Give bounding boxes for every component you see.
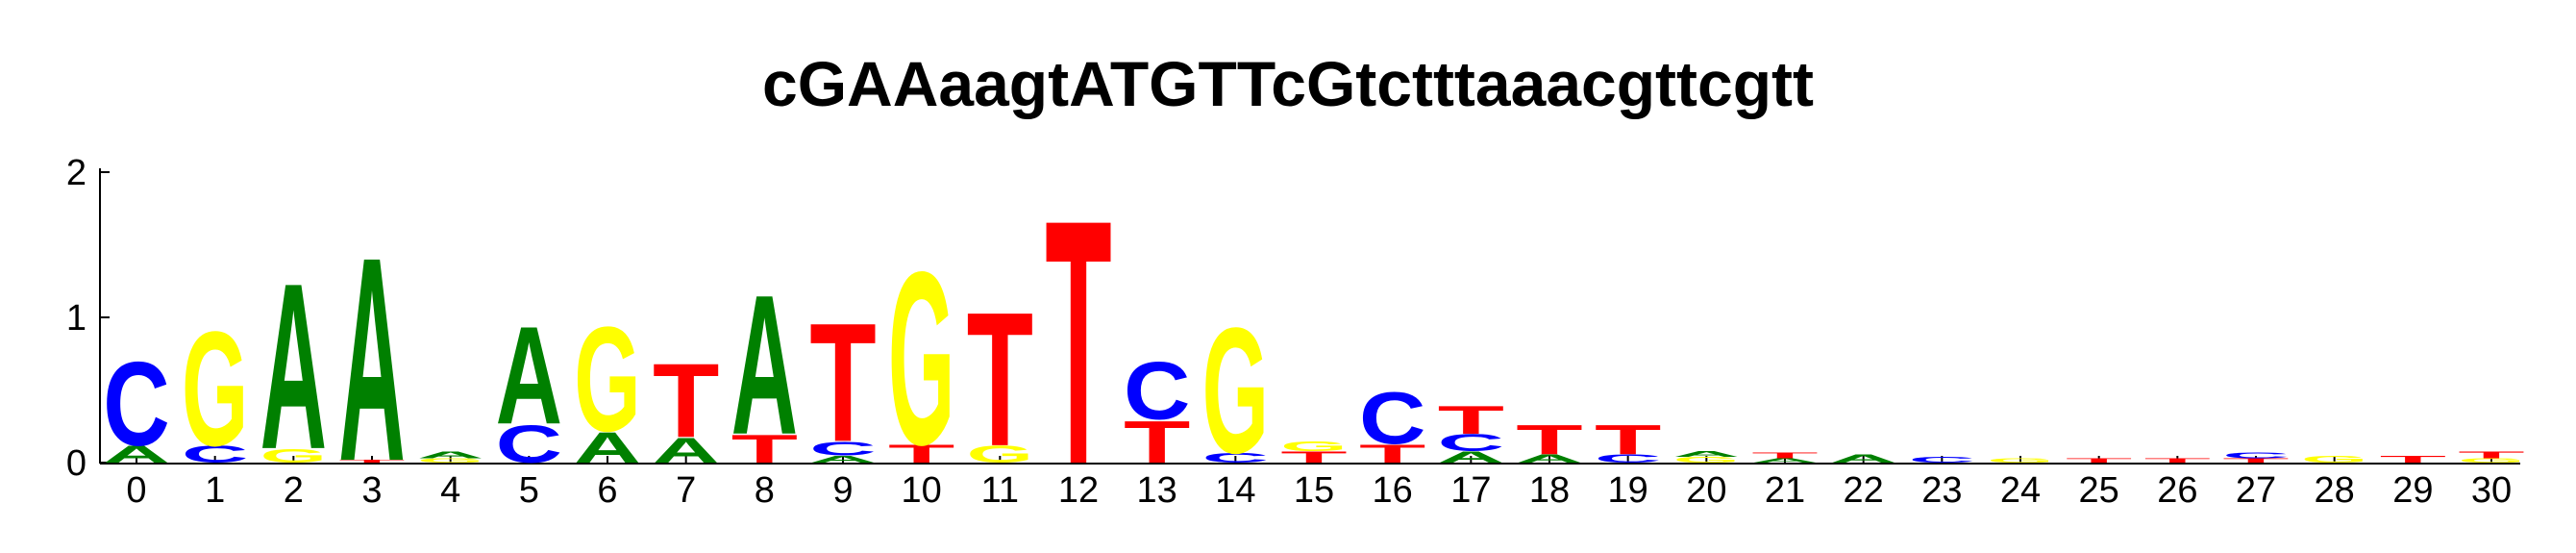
logo-letter: A (1516, 452, 1582, 465)
logo-letter: T (1516, 416, 1582, 464)
logo-letter: C (1359, 378, 1425, 461)
logo-letter: T (2458, 449, 2524, 461)
logo-letter: T (2066, 457, 2132, 464)
x-tick-label: 24 (2000, 470, 2041, 511)
logo-letter: T (1280, 448, 1347, 465)
logo-letter: T (338, 459, 405, 464)
logo-letter: G (2301, 454, 2367, 465)
y-tick-label: 1 (66, 298, 87, 339)
x-tick-label: 19 (1608, 470, 1648, 511)
x-tick-label: 25 (2079, 470, 2119, 511)
x-tick-label: 21 (1765, 470, 1805, 511)
logo-letter: T (1124, 409, 1190, 475)
y-tick-label: 0 (66, 443, 87, 484)
logo-letter: A (1438, 448, 1504, 465)
logo-letter: G (574, 295, 640, 463)
logo-letter: C (182, 440, 248, 467)
x-tick-label: 26 (2157, 470, 2197, 511)
logo-letter: A (653, 431, 719, 470)
logo-letter: A (809, 454, 876, 465)
x-tick-label: 7 (676, 470, 696, 511)
logo-letter: C (1124, 346, 1190, 438)
logo-letter: G (1280, 439, 1347, 454)
logo-letter: G (888, 220, 954, 496)
logo-letter: C (496, 415, 562, 475)
logo-letter: C (1438, 429, 1504, 456)
x-tick-label: 1 (205, 470, 225, 511)
x-tick-label: 2 (284, 470, 304, 511)
x-tick-label: 27 (2236, 470, 2276, 511)
logo-letter: C (2222, 451, 2289, 460)
x-tick-label: 3 (361, 470, 382, 511)
logo-letter: A (1830, 452, 1896, 465)
x-tick-label: 4 (440, 470, 460, 511)
x-tick-label: 11 (981, 470, 1019, 511)
logo-letter: G (967, 441, 1033, 468)
logo-letter: C (1909, 456, 1975, 465)
x-tick-label: 13 (1137, 470, 1177, 511)
logo-letter: T (809, 289, 876, 477)
logo-letter: G (182, 297, 248, 480)
logo-letter: T (888, 440, 954, 468)
logo-letter: G (1987, 457, 2053, 464)
logo-letter: T (2222, 457, 2289, 464)
logo-letter: T (1751, 451, 1818, 460)
x-tick-label: 29 (2392, 470, 2433, 511)
logo-letter: A (731, 255, 798, 477)
logo-letter: C (809, 438, 876, 460)
logo-letter: G (2458, 457, 2524, 464)
logo-letter: T (731, 427, 798, 471)
logo-letter: T (967, 273, 1033, 487)
logo-letter: G (260, 444, 327, 466)
logo-letter: T (1359, 440, 1425, 468)
logo-letter: C (103, 337, 169, 471)
logo-letter: T (1045, 147, 1111, 537)
logo-letter: A (1751, 457, 1818, 464)
x-tick-label: 8 (755, 470, 775, 511)
chart-title: cGAAaagtATGTTcGtctttaaacgttcgtt (762, 48, 1814, 119)
logo-letter: A (103, 440, 169, 467)
logo-letter: G (1673, 456, 1740, 465)
x-tick-label: 18 (1529, 470, 1570, 511)
x-tick-label: 23 (1921, 470, 1962, 511)
x-tick-label: 5 (519, 470, 539, 511)
x-tick-label: 9 (832, 470, 853, 511)
logo-letter: G (417, 457, 483, 464)
logo-letter: T (1438, 398, 1504, 442)
x-tick-label: 20 (1686, 470, 1726, 511)
logo-letter: A (496, 299, 562, 454)
x-tick-label: 12 (1058, 470, 1099, 511)
logo-letter: T (2144, 457, 2211, 464)
x-tick-label: 0 (126, 470, 146, 511)
logo-letter: A (338, 196, 405, 521)
x-tick-label: 17 (1450, 470, 1491, 511)
logo-letter: G (1202, 290, 1269, 490)
x-tick-label: 10 (902, 470, 942, 511)
logo-letter: C (1202, 450, 1269, 465)
logo-letter: C (1595, 452, 1661, 465)
x-tick-label: 16 (1373, 470, 1413, 511)
logo-letter: T (653, 341, 719, 460)
y-tick-label: 2 (66, 153, 87, 193)
logo-letter: T (1595, 416, 1661, 464)
x-tick-label: 28 (2315, 470, 2355, 511)
x-tick-label: 15 (1294, 470, 1334, 511)
x-tick-label: 6 (597, 470, 617, 511)
logo-letter: A (417, 449, 483, 461)
logo-letter: A (574, 423, 640, 472)
logo-letter: T (2380, 454, 2446, 465)
x-tick-label: 14 (1215, 470, 1255, 511)
logo-letter: A (1673, 450, 1740, 459)
x-tick-label: 22 (1844, 470, 1884, 511)
x-tick-label: 30 (2471, 470, 2512, 511)
logo-letter: A (260, 234, 327, 498)
